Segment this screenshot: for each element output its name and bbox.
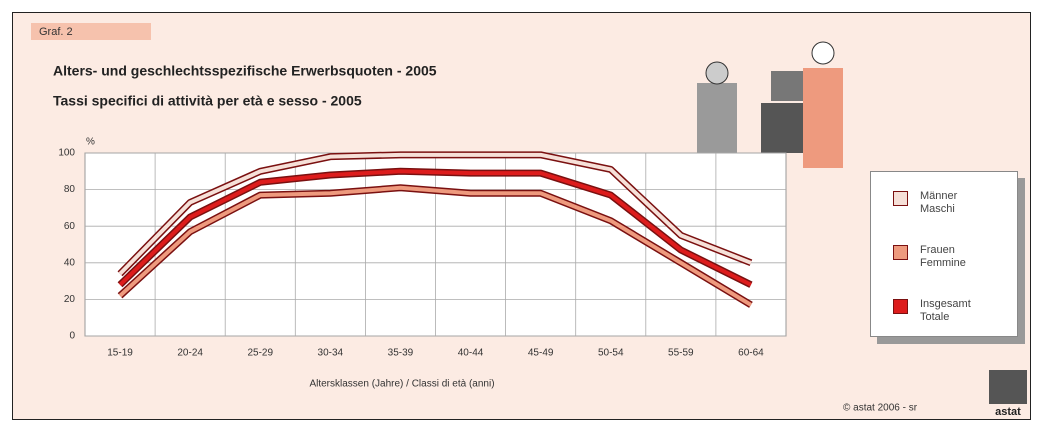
tab-bg — [31, 23, 151, 40]
tab-label: Graf. 2 — [39, 26, 73, 38]
y-tick-label: 80 — [64, 184, 76, 195]
legend-item: Männer Maschi — [893, 190, 992, 216]
y-tick-label: 40 — [64, 257, 76, 268]
chart-subtitle: Tassi specifici di attività per età e se… — [53, 93, 362, 109]
x-tick-label: 15-19 — [107, 348, 133, 359]
x-tick-label: 35-39 — [388, 348, 414, 359]
monitor — [771, 71, 805, 101]
frame: Graf. 2 Alters- und geschlechtsspezifisc… — [12, 12, 1031, 420]
x-tick-label: 40-44 — [458, 348, 484, 359]
series-line — [118, 169, 752, 287]
legend-item: Frauen Femmine — [893, 244, 992, 270]
legend-item: Insgesamt Totale — [893, 298, 992, 324]
y-tick-label: 20 — [64, 294, 76, 305]
legend-label: Männer Maschi — [920, 190, 958, 215]
x-axis-title: Altersklassen (Jahre) / Classi di età (a… — [309, 379, 494, 390]
logo: astat — [989, 370, 1027, 418]
x-tick-label: 60-64 — [738, 348, 764, 359]
logo-mark — [989, 370, 1027, 404]
chart-title: Alters- und geschlechtsspezifische Erwer… — [53, 63, 437, 79]
x-tick-label: 50-54 — [598, 348, 624, 359]
head-man — [705, 61, 729, 85]
legend-swatch — [893, 245, 908, 260]
y-tick-label: 0 — [69, 331, 75, 342]
logo-text: astat — [995, 406, 1021, 418]
series-line — [118, 185, 752, 307]
legend: Männer Maschi Frauen Femmine Insgesamt Tot… — [870, 171, 1018, 337]
y-tick-label: 60 — [64, 221, 76, 232]
legend-swatch — [893, 299, 908, 314]
head-woman — [811, 41, 835, 65]
person-woman — [803, 68, 843, 168]
x-tick-label: 20-24 — [177, 348, 203, 359]
y-tick-label: 100 — [58, 148, 75, 159]
x-tick-label: 25-29 — [247, 348, 273, 359]
credit: © astat 2006 - sr — [843, 403, 918, 414]
legend-swatch — [893, 191, 908, 206]
series-line — [118, 152, 752, 276]
x-tick-label: 55-59 — [668, 348, 694, 359]
x-tick-label: 30-34 — [318, 348, 344, 359]
legend-label: Frauen Femmine — [920, 244, 966, 269]
y-unit: % — [86, 137, 95, 148]
x-tick-label: 45-49 — [528, 348, 554, 359]
chart: Graf. 2 Alters- und geschlechtsspezifisc… — [31, 23, 1027, 418]
legend-label: Insgesamt Totale — [920, 298, 971, 323]
